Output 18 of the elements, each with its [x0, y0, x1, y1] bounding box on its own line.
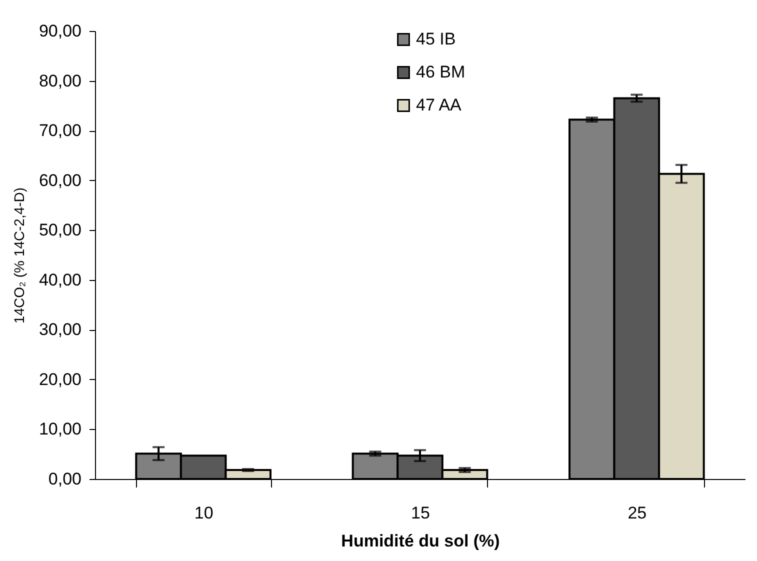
x-axis-title: Humidité du sol (%): [341, 532, 500, 550]
y-tick-label: 40,00: [38, 270, 82, 290]
y-tick-label: 0,00: [48, 470, 82, 488]
x-tick-label: 25: [628, 504, 647, 522]
x-tick-label: 10: [194, 504, 214, 522]
legend-label: 47 AA: [416, 96, 462, 114]
y-tick-label: 50,00: [38, 220, 82, 240]
y-tick-label: 80,00: [38, 71, 82, 90]
x-tick-label: 15: [411, 504, 430, 522]
y-tick-label: 90,00: [38, 22, 82, 40]
y-axis-title: 14CO₂ (% 14C-2,4-D): [10, 187, 27, 324]
legend-label: 46 BM: [416, 62, 466, 82]
y-tick-label: 60,00: [38, 170, 82, 190]
y-tick-label: 10,00: [38, 420, 82, 439]
y-tick-label: 20,00: [38, 370, 82, 389]
legend-label: 45 IB: [416, 30, 456, 48]
y-tick-label: 30,00: [38, 320, 82, 340]
y-tick-label: 70,00: [38, 121, 82, 140]
